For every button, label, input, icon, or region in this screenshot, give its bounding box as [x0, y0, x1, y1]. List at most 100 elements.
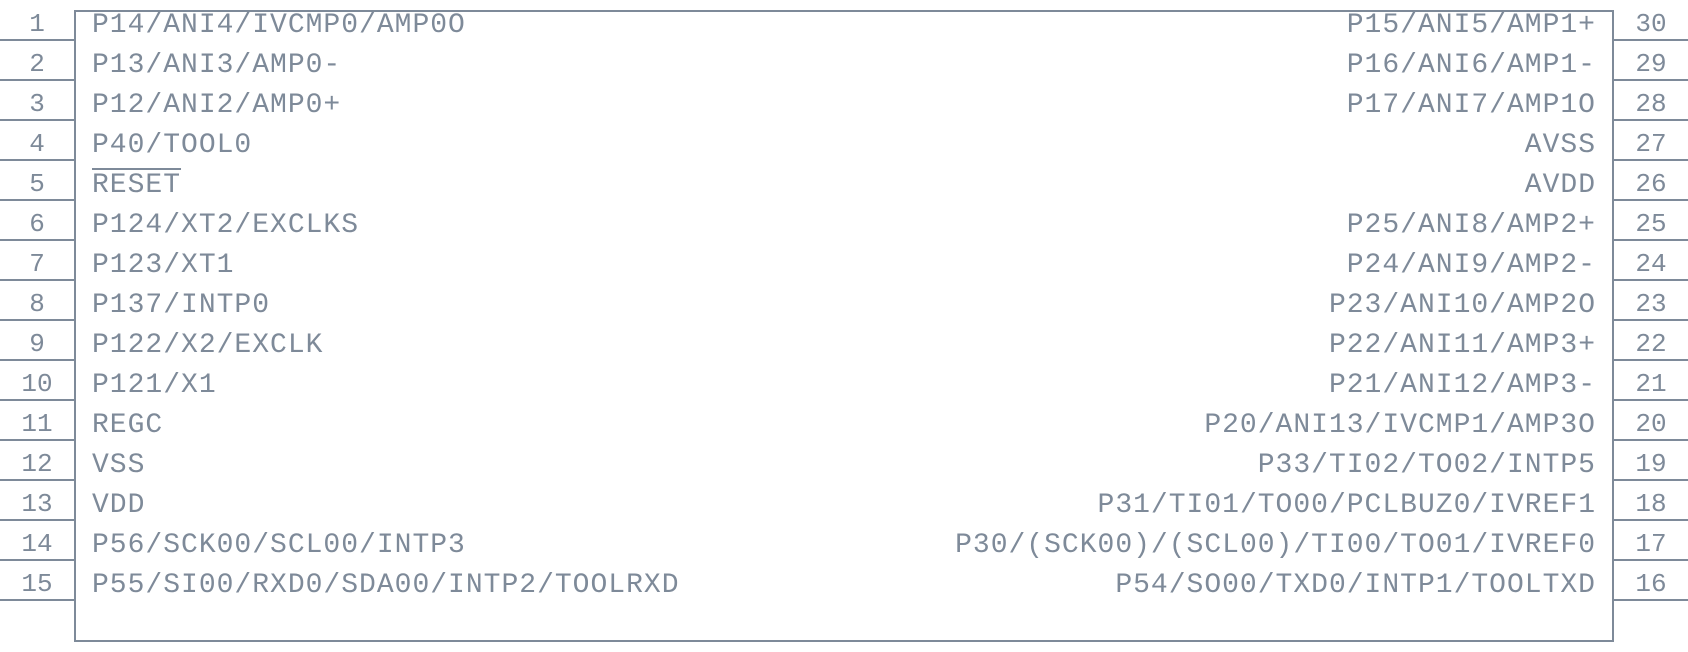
pin-stub: 24: [1614, 251, 1688, 281]
pin-label: P56/SCK00/SCL00/INTP3: [92, 530, 466, 561]
pin-28: P17/ANI7/AMP1O 28: [638, 90, 1688, 121]
pin-number: 23: [1614, 291, 1688, 317]
pin-wire: [0, 239, 74, 241]
pin-number: 20: [1614, 411, 1688, 437]
pin-number: 21: [1614, 371, 1688, 397]
pin-wire: [0, 319, 74, 321]
pin-label: P30/(SCK00)/(SCL00)/TI00/TO01/IVREF0: [955, 530, 1596, 561]
pin-label: P33/TI02/TO02/INTP5: [1258, 450, 1596, 481]
pin-label: P54/SO00/TXD0/INTP1/TOOLTXD: [1115, 570, 1596, 601]
pin-stub: 8: [0, 291, 74, 321]
pin-number: 22: [1614, 331, 1688, 357]
pin-wire: [1614, 439, 1688, 441]
pin-wire: [1614, 279, 1688, 281]
pin-stub: 25: [1614, 211, 1688, 241]
pin-label: REGC: [92, 410, 163, 441]
pin-wire: [0, 119, 74, 121]
pin-wire: [1614, 199, 1688, 201]
pin-wire: [0, 199, 74, 201]
pin-stub: 6: [0, 211, 74, 241]
pin-24: P24/ANI9/AMP2- 24: [638, 250, 1688, 281]
pin-wire: [1614, 119, 1688, 121]
pin-stub: 28: [1614, 91, 1688, 121]
pin-stub: 12: [0, 451, 74, 481]
pin-stub: 30: [1614, 11, 1688, 41]
pin-stub: 5: [0, 171, 74, 201]
pin-label: AVSS: [1525, 130, 1596, 161]
pin-label: P20/ANI13/IVCMP1/AMP3O: [1204, 410, 1596, 441]
pin-stub: 27: [1614, 131, 1688, 161]
pin-number: 12: [0, 451, 74, 477]
pin-wire: [1614, 79, 1688, 81]
pin-stub: 3: [0, 91, 74, 121]
pin-wire: [1614, 319, 1688, 321]
pin-label: RESET: [92, 170, 181, 201]
pin-wire: [0, 399, 74, 401]
pin-29: P16/ANI6/AMP1- 29: [638, 50, 1688, 81]
pin-number: 7: [0, 251, 74, 277]
pin-label: P122/X2/EXCLK: [92, 330, 323, 361]
pin-label: P17/ANI7/AMP1O: [1347, 90, 1596, 121]
pin-21: P21/ANI12/AMP3-21: [638, 370, 1688, 401]
pin-stub: 4: [0, 131, 74, 161]
pin-wire: [0, 439, 74, 441]
pin-number: 2: [0, 51, 74, 77]
pin-wire: [1614, 399, 1688, 401]
pin-number: 26: [1614, 171, 1688, 197]
pin-label: P12/ANI2/AMP0+: [92, 90, 341, 121]
pin-25: P25/ANI8/AMP2+ 25: [638, 210, 1688, 241]
pin-wire: [0, 359, 74, 361]
pin-stub: 18: [1614, 491, 1688, 521]
pin-wire: [1614, 519, 1688, 521]
pin-wire: [1614, 239, 1688, 241]
pin-number: 25: [1614, 211, 1688, 237]
pin-wire: [1614, 479, 1688, 481]
pin-20: P20/ANI13/IVCMP1/AMP3O 20: [638, 410, 1688, 441]
pin-wire: [0, 79, 74, 81]
pin-wire: [0, 559, 74, 561]
pin-wire: [1614, 359, 1688, 361]
pin-number: 18: [1614, 491, 1688, 517]
pin-label: VSS: [92, 450, 145, 481]
pin-wire: [0, 479, 74, 481]
pin-label: P40/TOOL0: [92, 130, 252, 161]
pin-number: 1: [0, 11, 74, 37]
pin-label: P31/TI01/TO00/PCLBUZ0/IVREF1: [1098, 490, 1596, 521]
pin-stub: 15: [0, 571, 74, 601]
pin-18: P31/TI01/TO00/PCLBUZ0/IVREF1 18: [638, 490, 1688, 521]
pin-label: P24/ANI9/AMP2-: [1347, 250, 1596, 281]
pin-stub: 23: [1614, 291, 1688, 321]
pin-label: P23/ANI10/AMP2O: [1329, 290, 1596, 321]
pin-label: P25/ANI8/AMP2+: [1347, 210, 1596, 241]
pin-label: P124/XT2/EXCLKS: [92, 210, 359, 241]
pin-number: 4: [0, 131, 74, 157]
pin-stub: 9: [0, 331, 74, 361]
pin-16: P54/SO00/TXD0/INTP1/TOOLTXD16: [638, 570, 1688, 601]
pin-number: 15: [0, 571, 74, 597]
pin-stub: 10: [0, 371, 74, 401]
pin-number: 29: [1614, 51, 1688, 77]
pin-stub: 14: [0, 531, 74, 561]
pin-stub: 1: [0, 11, 74, 41]
pin-23: P23/ANI10/AMP2O 23: [638, 290, 1688, 321]
pin-stub: 2: [0, 51, 74, 81]
pin-number: 11: [0, 411, 74, 437]
pin-number: 10: [0, 371, 74, 397]
pin-number: 5: [0, 171, 74, 197]
pin-26: AVDD26: [638, 170, 1688, 201]
pin-stub: 20: [1614, 411, 1688, 441]
pin-stub: 17: [1614, 531, 1688, 561]
pin-label: P14/ANI4/IVCMP0/AMP0O: [92, 10, 466, 41]
pin-wire: [0, 159, 74, 161]
pin-number: 17: [1614, 531, 1688, 557]
pin-wire: [1614, 39, 1688, 41]
pin-label: P121/X1: [92, 370, 217, 401]
pin-stub: 29: [1614, 51, 1688, 81]
pin-label: P16/ANI6/AMP1-: [1347, 50, 1596, 81]
pin-number: 19: [1614, 451, 1688, 477]
pin-number: 28: [1614, 91, 1688, 117]
pin-stub: 11: [0, 411, 74, 441]
pin-wire: [1614, 599, 1688, 601]
pin-label: P55/SI00/RXD0/SDA00/INTP2/TOOLRXD: [92, 570, 680, 601]
pin-wire: [0, 279, 74, 281]
